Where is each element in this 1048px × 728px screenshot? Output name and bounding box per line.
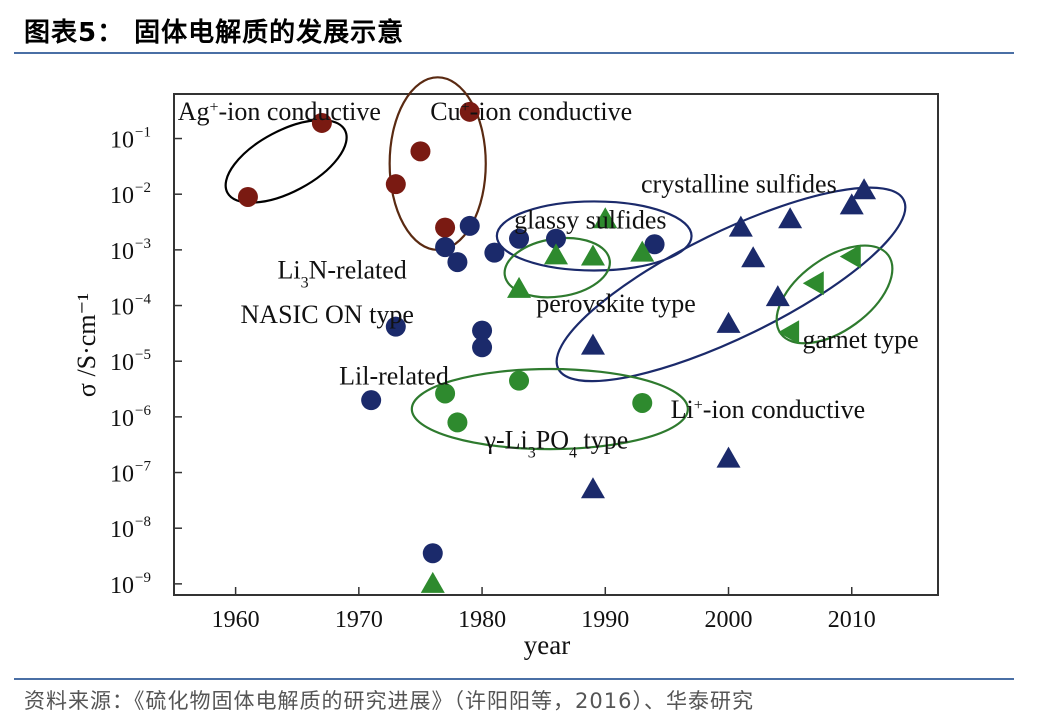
y-tick-label: 10: [110, 183, 134, 209]
data-point-triangle: [544, 243, 568, 265]
data-point-circle: [311, 112, 332, 133]
annotation-gamma: γ-Li3PO4 type: [484, 425, 629, 461]
group-ellipse: [224, 118, 348, 204]
data-point-circle: [472, 337, 493, 358]
y-tick-label: 10: [110, 406, 134, 432]
data-point-circle: [435, 383, 456, 404]
group-ellipse: [495, 200, 693, 272]
data-point-triangle: [507, 276, 532, 298]
y-tick-exponent: −3: [135, 236, 151, 252]
x-tick-label: 1970: [335, 607, 383, 633]
annotation-perov: perovskite type: [536, 289, 696, 318]
y-axis-label: σ /S·cm⁻¹: [72, 293, 101, 397]
data-point-circle: [509, 228, 530, 249]
data-point-circle: [435, 217, 456, 238]
y-tick-label: 10: [110, 573, 134, 599]
data-point-circle: [385, 316, 406, 337]
annotation-cu: Cu+-ion conductive: [430, 97, 632, 126]
data-point-circle: [644, 234, 665, 255]
data-point-triangle: [716, 446, 741, 468]
data-point-triangle: [580, 333, 605, 355]
data-point-circle: [484, 242, 505, 263]
data-point-triangle: [580, 477, 605, 499]
data-point-circle: [435, 237, 456, 258]
y-tick-exponent: −2: [135, 180, 151, 196]
data-point-triangle: [593, 207, 618, 229]
y-axis-ticks: 10−110−210−310−410−510−610−710−810−9: [110, 125, 182, 599]
x-tick-label: 2000: [705, 607, 753, 633]
top-divider: [14, 52, 1014, 54]
y-tick-exponent: −1: [135, 125, 151, 141]
data-point-circle: [422, 543, 443, 564]
data-point-circle: [459, 215, 480, 236]
data-point-triangle-left: [839, 244, 861, 269]
data-point-circle: [410, 141, 431, 162]
data-point-triangle: [630, 240, 655, 262]
y-tick-label: 10: [110, 350, 134, 376]
page-title: 图表5： 固体电解质的发展示意: [24, 18, 405, 48]
annotation-nasicon: NASIC ON type: [241, 300, 414, 329]
y-tick-label: 10: [110, 239, 134, 265]
data-point-triangle: [741, 246, 766, 268]
data-point-circle: [361, 390, 382, 411]
x-axis-ticks: 1960 1970 1980 1990 2000 2010: [212, 587, 876, 633]
x-tick-label: 1980: [458, 607, 506, 633]
bottom-divider: [14, 678, 1014, 680]
plot-frame: [173, 93, 939, 596]
annotation-crys: crystalline sulfides: [641, 169, 837, 198]
data-point-triangle: [728, 215, 753, 237]
data-point-circle: [472, 320, 493, 341]
y-tick-exponent: −5: [135, 347, 151, 363]
y-tick-exponent: −8: [135, 514, 151, 530]
group-ellipse: [410, 367, 689, 451]
data-point-triangle: [839, 193, 864, 215]
data-point-triangle-left: [802, 271, 824, 296]
data-point-triangle: [852, 178, 877, 200]
annotation-glassy: glassy sulfides: [514, 206, 666, 235]
annotation-liion: Li+-ion conductive: [671, 395, 866, 424]
conductivity-chart: 10−110−210−310−410−510−610−710−810−9 196…: [72, 76, 939, 660]
annotations: Ag+-ion conductive Cu+-ion conductive crys…: [178, 97, 919, 461]
x-tick-label: 1960: [212, 607, 260, 633]
x-tick-label: 1990: [581, 607, 629, 633]
data-point-circle: [447, 412, 468, 433]
data-point-triangle-left: [778, 320, 800, 345]
data-point-circle: [546, 228, 566, 249]
y-tick-label: 10: [110, 462, 134, 488]
x-axis-label: year: [524, 630, 570, 660]
data-point-circle: [459, 101, 480, 122]
y-tick-exponent: −6: [135, 403, 151, 419]
data-point-triangle: [765, 285, 790, 307]
x-tick-label: 2010: [828, 607, 876, 633]
data-point-circle: [632, 392, 653, 413]
y-tick-label: 10: [110, 517, 134, 543]
data-point-circle: [385, 174, 406, 195]
y-tick-label: 10: [110, 295, 134, 321]
data-point-triangle: [580, 244, 605, 266]
annotation-ag: Ag+-ion conductive: [178, 97, 381, 126]
y-tick-label: 10: [110, 128, 134, 154]
data-point-circle: [509, 370, 530, 391]
source-note: 资料来源：《硫化物固体电解质的研究进展》（许阳阳等，2016）、华泰研究: [24, 689, 754, 713]
data-point-triangle: [716, 311, 741, 333]
annotation-li3n: Li3N-related: [278, 256, 407, 292]
data-point-circle: [447, 252, 468, 273]
data-point-triangle: [420, 571, 445, 593]
data-point-triangle: [778, 207, 803, 229]
y-tick-exponent: −9: [135, 570, 151, 586]
y-tick-exponent: −7: [135, 459, 151, 475]
annotation-garnet: garnet type: [802, 325, 918, 354]
data-points: [237, 101, 877, 593]
data-point-circle: [237, 186, 258, 207]
y-tick-exponent: −4: [135, 292, 151, 308]
annotation-lil: Lil-related: [339, 361, 449, 390]
